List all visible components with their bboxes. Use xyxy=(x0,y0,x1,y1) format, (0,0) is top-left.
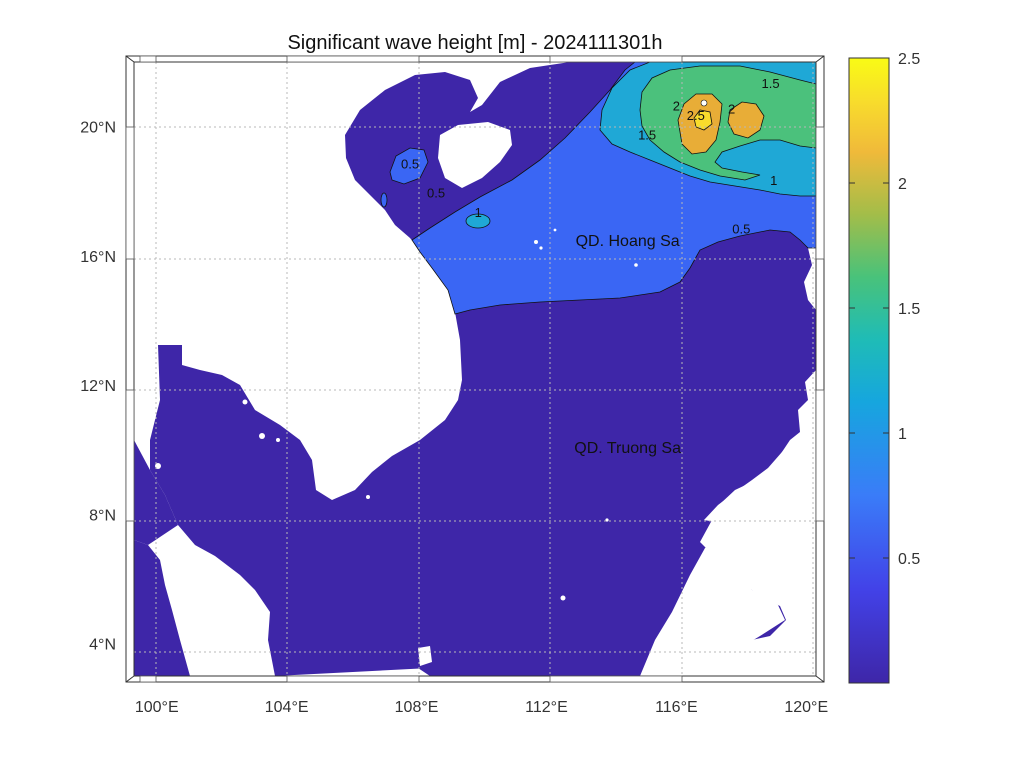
lat-tick-label: 20°N xyxy=(80,120,116,137)
contour-label: 0.5 xyxy=(732,221,750,236)
gridlines xyxy=(134,62,816,676)
contour-label: 2 xyxy=(673,98,680,113)
sea-band-low-west xyxy=(134,540,190,676)
contour-label: 1.5 xyxy=(638,128,656,143)
small-island-luzon-strait xyxy=(700,99,708,107)
colorbar-tick-label: 1.5 xyxy=(898,301,920,318)
sea-band-2-b xyxy=(727,101,765,139)
colorbar-gradient xyxy=(848,57,890,684)
colorbar: 2.5 2 1.5 1 0.5 xyxy=(848,51,920,684)
place-label: QD. Hoang Sa xyxy=(576,233,680,250)
lon-tick-label: 108°E xyxy=(395,699,439,716)
place-labels: QD. Hoang Sa QD. Truong Sa xyxy=(574,233,681,457)
palawan-island xyxy=(704,440,796,522)
lon-tick-label: 104°E xyxy=(265,699,309,716)
contour-label: 0.5 xyxy=(427,186,445,201)
lat-tick-label: 4°N xyxy=(89,637,116,654)
colorbar-tick-label: 2.5 xyxy=(898,51,920,68)
contour-0-5-coast xyxy=(380,192,388,208)
map-title: Significant wave height [m] - 2024111301… xyxy=(287,32,662,54)
contour-label: 2 xyxy=(728,102,735,117)
contour-labels: 0.5 0.5 1 0.5 1.5 2 2.5 2 1.5 1 xyxy=(401,76,780,236)
longitude-labels: 100°E 104°E 108°E 112°E 116°E 120°E xyxy=(135,699,828,716)
colorbar-ticks: 2.5 2 1.5 1 0.5 xyxy=(849,51,920,568)
borneo-land xyxy=(640,540,785,676)
sea-band-1-5 xyxy=(639,65,816,181)
lon-tick-label: 116°E xyxy=(655,699,698,716)
map-frame xyxy=(125,55,825,683)
colorbar-tick-label: 2 xyxy=(898,176,907,193)
lon-tick-label: 120°E xyxy=(784,699,828,716)
place-label: QD. Truong Sa xyxy=(574,440,681,457)
contour-label: 0.5 xyxy=(401,157,419,172)
latitude-labels: 4°N 8°N 12°N 16°N 20°N xyxy=(80,120,116,654)
lat-tick-label: 8°N xyxy=(89,507,116,524)
contour-label: 1.5 xyxy=(761,76,779,91)
lat-tick-label: 12°N xyxy=(80,378,116,395)
hainan-island xyxy=(438,122,512,188)
colorbar-tick-label: 0.5 xyxy=(898,551,920,568)
lat-tick-label: 16°N xyxy=(80,249,116,266)
small-island-gulf xyxy=(418,646,432,666)
contour-label: 1 xyxy=(475,205,482,220)
colorbar-tick-label: 1 xyxy=(898,426,907,443)
lon-tick-label: 100°E xyxy=(135,699,179,716)
map-area: 0.5 0.5 1 0.5 1.5 2 2.5 2 1.5 1 QD. Hoang Sa QD. T… xyxy=(134,62,816,676)
lon-tick-label: 112°E xyxy=(525,699,568,716)
contour-label: 1 xyxy=(770,173,777,188)
contour-1-paracel xyxy=(465,213,491,229)
contour-label: 2.5 xyxy=(687,108,705,123)
